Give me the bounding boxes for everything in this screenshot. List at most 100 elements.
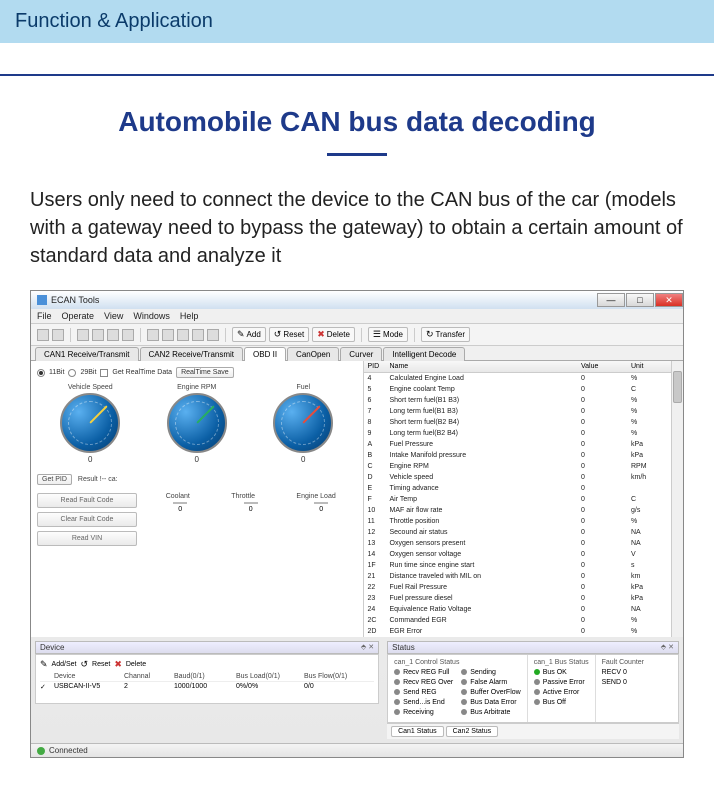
pid-row[interactable]: 1FRun time since engine start0s xyxy=(364,560,672,571)
toolbar-icon[interactable] xyxy=(207,329,219,341)
read fault code-button[interactable]: Read Fault Code xyxy=(37,493,137,508)
tab-canopen[interactable]: CanOpen xyxy=(287,347,339,361)
control-status-header: can_1 Control Status xyxy=(394,659,521,666)
pid-cell: % xyxy=(631,373,671,384)
tab-can2-receive-transmit[interactable]: CAN2 Receive/Transmit xyxy=(140,347,244,361)
pid-cell: 0 xyxy=(581,549,631,560)
mode-button[interactable]: ☰Mode xyxy=(368,327,408,342)
statusbar: Connected xyxy=(31,743,683,757)
pid-row[interactable]: 2DEGR Error0% xyxy=(364,626,672,637)
toolbar-icon[interactable] xyxy=(162,329,174,341)
delete-button[interactable]: ✖Delete xyxy=(312,327,355,342)
pid-cell: Engine RPM xyxy=(390,461,582,472)
pid-cell: 7 xyxy=(364,406,390,417)
pid-cell: 0 xyxy=(581,450,631,461)
status-dot-icon xyxy=(394,679,400,685)
menu-file[interactable]: File xyxy=(37,311,52,321)
pid-cell: 0 xyxy=(581,406,631,417)
pid-row[interactable]: 6Short term fuel(B1 B3)0% xyxy=(364,395,672,406)
tab-curver[interactable]: Curver xyxy=(340,347,382,361)
pid-row[interactable]: 10MAF air flow rate0g/s xyxy=(364,505,672,516)
menu-view[interactable]: View xyxy=(104,311,123,321)
add-button[interactable]: ✎Add xyxy=(232,327,266,342)
pid-row[interactable]: 7Long term fuel(B1 B3)0% xyxy=(364,406,672,417)
dev-reset-button[interactable]: Reset xyxy=(92,661,110,668)
dev-delete-button[interactable]: Delete xyxy=(126,661,146,668)
tab-intelligent-decode[interactable]: Intelligent Decode xyxy=(383,347,465,361)
pid-header: PIDNameValueUnit xyxy=(364,361,672,373)
separator xyxy=(140,328,141,342)
toolbar-icon[interactable] xyxy=(147,329,159,341)
pid-cell: 5 xyxy=(364,384,390,395)
pid-row[interactable]: 9Long term fuel(B2 B4)0% xyxy=(364,428,672,439)
transfer-button[interactable]: ↻Transfer xyxy=(421,327,470,342)
pid-row[interactable]: ETiming advance0 xyxy=(364,483,672,494)
pid-row[interactable]: AFuel Pressure0kPa xyxy=(364,439,672,450)
pid-col-header[interactable]: Name xyxy=(390,363,582,370)
pid-row[interactable]: 8Short term fuel(B2 B4)0% xyxy=(364,417,672,428)
pid-row[interactable]: 11Throttle position0% xyxy=(364,516,672,527)
pid-cell: kPa xyxy=(631,582,671,593)
pid-row[interactable]: 4Calculated Engine Load0% xyxy=(364,373,672,384)
device-title-text: Device xyxy=(40,643,64,652)
tab-can1-receive-transmit[interactable]: CAN1 Receive/Transmit xyxy=(35,347,139,361)
fault-counter-header: Fault Counter xyxy=(602,659,644,666)
toolbar-icon[interactable] xyxy=(107,329,119,341)
realtime-save-button[interactable]: RealTime Save xyxy=(176,367,234,378)
toolbar-icon[interactable] xyxy=(37,329,49,341)
tab-obd-ii[interactable]: OBD II xyxy=(244,347,286,361)
device-row[interactable]: ✓USBCAN-II-V521000/10000%/0%0/0 xyxy=(40,682,374,691)
toolbar-icon[interactable] xyxy=(177,329,189,341)
pid-row[interactable]: FAir Temp0C xyxy=(364,494,672,505)
radio-11bit[interactable] xyxy=(37,369,45,377)
pid-col-header[interactable]: PID xyxy=(364,363,390,370)
get-pid-button[interactable]: Get PID xyxy=(37,474,72,485)
close-button[interactable]: ✕ xyxy=(655,293,683,307)
realtime-checkbox[interactable] xyxy=(100,369,108,377)
status-tab[interactable]: Can1 Status xyxy=(391,726,444,737)
toolbar-icon[interactable] xyxy=(192,329,204,341)
clear fault code-button[interactable]: Clear Fault Code xyxy=(37,512,137,527)
add-set-button[interactable]: Add/Set xyxy=(52,661,77,668)
toolbar-icon[interactable] xyxy=(52,329,64,341)
status-tab[interactable]: Can2 Status xyxy=(446,726,499,737)
status-item: Recv REG Full xyxy=(394,668,453,678)
menu-help[interactable]: Help xyxy=(180,311,199,321)
pid-row[interactable]: 5Engine coolant Temp0C xyxy=(364,384,672,395)
pid-row[interactable]: 12Secound air status0NA xyxy=(364,527,672,538)
pid-cell: 0 xyxy=(581,593,631,604)
pid-col-header[interactable]: Value xyxy=(581,363,631,370)
menu-operate[interactable]: Operate xyxy=(62,311,95,321)
delete-icon: ✖ xyxy=(114,659,122,670)
pid-row[interactable]: 21Distance traveled with MIL on0km xyxy=(364,571,672,582)
pid-row[interactable]: 13Oxygen sensors present0NA xyxy=(364,538,672,549)
radio-29bit[interactable] xyxy=(68,369,76,377)
pid-row[interactable]: 24Equivalence Ratio Voltage0NA xyxy=(364,604,672,615)
pid-cell: % xyxy=(631,428,671,439)
status-dot-icon xyxy=(461,709,467,715)
status-dot-icon xyxy=(534,699,540,705)
pid-cell: Engine coolant Temp xyxy=(390,384,582,395)
panel-pin[interactable]: ⬘ ✕ xyxy=(361,643,374,652)
pid-row[interactable]: 23Fuel pressure diesel0kPa xyxy=(364,593,672,604)
minimize-button[interactable]: — xyxy=(597,293,625,307)
pid-row[interactable]: 22Fuel Rail Pressure0kPa xyxy=(364,582,672,593)
pid-row[interactable]: 14Oxygen sensor voltage0V xyxy=(364,549,672,560)
gauge-value: 0 xyxy=(167,455,227,464)
pid-row[interactable]: BIntake Manifold pressure0kPa xyxy=(364,450,672,461)
pid-row[interactable]: 2CCommanded EGR0% xyxy=(364,615,672,626)
pid-row[interactable]: CEngine RPM0RPM xyxy=(364,461,672,472)
toolbar-icon[interactable] xyxy=(122,329,134,341)
menu-windows[interactable]: Windows xyxy=(133,311,170,321)
reset-button[interactable]: ↺Reset xyxy=(269,327,309,342)
status-item: False Alarm xyxy=(461,678,520,688)
pid-col-header[interactable]: Unit xyxy=(631,363,671,370)
scrollbar[interactable] xyxy=(671,361,683,637)
dev-cell: 2 xyxy=(124,683,174,691)
toolbar-icon[interactable] xyxy=(77,329,89,341)
toolbar-icon[interactable] xyxy=(92,329,104,341)
pid-row[interactable]: DVehicle speed0km/h xyxy=(364,472,672,483)
panel-pin[interactable]: ⬘ ✕ xyxy=(661,643,674,652)
read vin-button[interactable]: Read VIN xyxy=(37,531,137,546)
maximize-button[interactable]: □ xyxy=(626,293,654,307)
